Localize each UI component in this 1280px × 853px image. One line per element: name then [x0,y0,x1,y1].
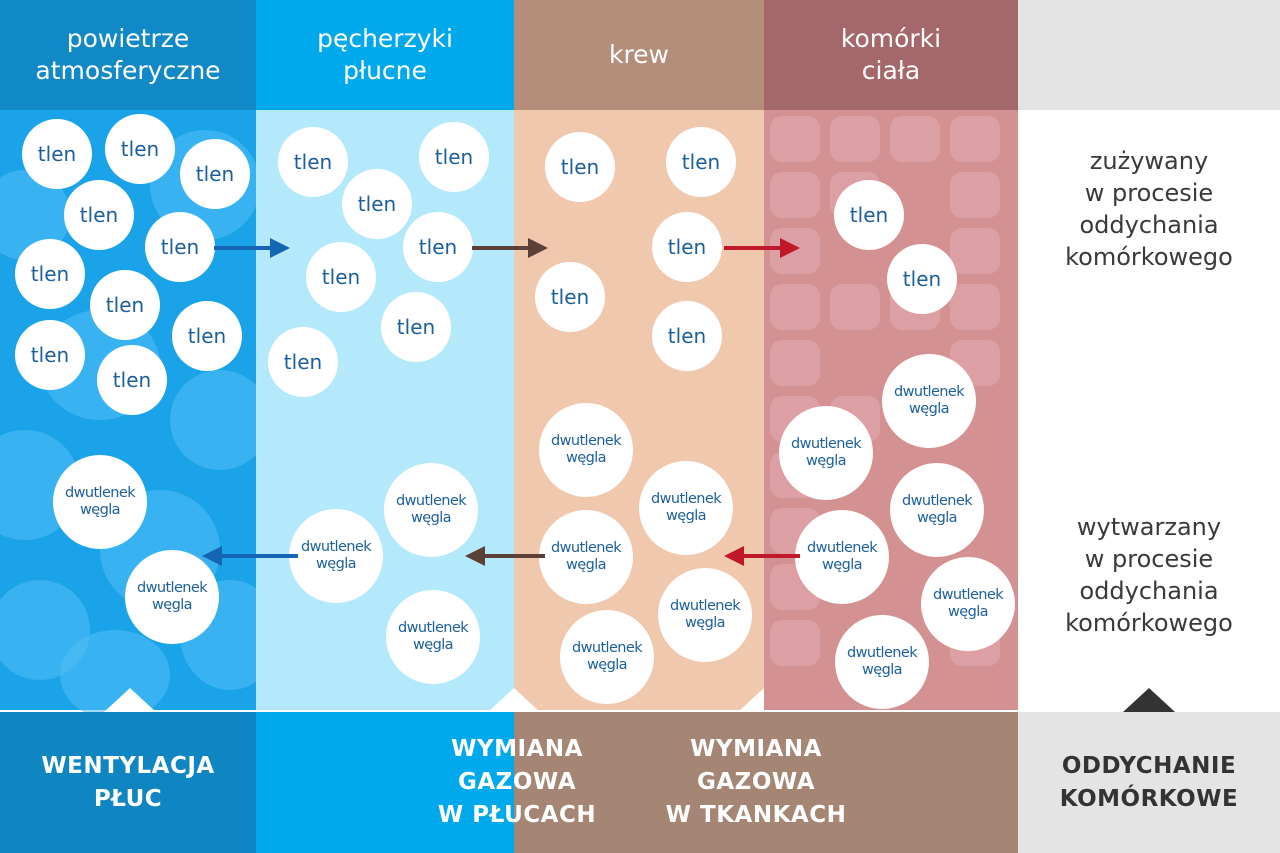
oxygen-bubble: tlen [15,239,85,309]
header-alveoli: pęcherzyki płucne [256,0,514,110]
oxygen-bubble: tlen [545,132,615,202]
column-alveoli: pęcherzyki płucne tlen tlen tlen tlen tl… [256,0,514,853]
up-triangle-marker [488,688,514,712]
carbon-dioxide-bubble: dwutlenek węgla [539,403,633,497]
oxygen-bubble: tlen [652,301,722,371]
oxygen-bubble: tlen [535,262,605,332]
header-cellular-respiration [1018,0,1280,110]
oxygen-bubble: tlen [268,327,338,397]
cell-tile [770,284,820,330]
note-oxygen-consumed: zużywany w procesie oddychania komórkowe… [1065,147,1233,271]
oxygen-bubble: tlen [834,180,904,250]
decor-bubble [170,370,256,470]
oxygen-bubble: tlen [342,169,412,239]
header-body-cells: komórki ciała [764,0,1018,110]
oxygen-bubble: tlen [403,212,473,282]
oxygen-bubble: tlen [105,114,175,184]
oxygen-bubble: tlen [172,301,242,371]
arrow-left-red-icon [724,546,800,566]
footer-gas-exchange-lungs: WYMIANA GAZOWA W PŁUCACH [437,736,597,828]
carbon-dioxide-bubble: dwutlenek węgla [882,354,976,448]
footer-gas-exchange-tissues: WYMIANA GAZOWA W TKANKACH [665,736,847,828]
oxygen-bubble: tlen [381,292,451,362]
cell-tile [950,172,1000,218]
oxygen-bubble: tlen [22,119,92,189]
cell-tile [890,116,940,162]
cell-tile [830,284,880,330]
oxygen-bubble: tlen [666,127,736,197]
oxygen-bubble: tlen [64,180,134,250]
oxygen-bubble: tlen [419,122,489,192]
carbon-dioxide-bubble: dwutlenek węgla [658,568,752,662]
column-blood: krew tlen tlen tlen tlen tlen dwutlenek … [514,0,764,853]
carbon-dioxide-bubble: dwutlenek węgla [779,406,873,500]
up-triangle-marker [514,688,540,712]
cell-tile [770,340,820,386]
carbon-dioxide-bubble: dwutlenek węgla [560,610,654,704]
up-triangle-marker [104,688,156,712]
oxygen-bubble: tlen [278,127,348,197]
arrow-left-blue-icon [202,546,298,566]
carbon-dioxide-bubble: dwutlenek węgla [539,510,633,604]
footer-cellular-respiration: ODDYCHANIE KOMÓRKOWE [1018,712,1280,853]
carbon-dioxide-bubble: dwutlenek węgla [890,463,984,557]
cell-tile [950,116,1000,162]
oxygen-bubble: tlen [90,270,160,340]
cell-tile [830,116,880,162]
carbon-dioxide-bubble: dwutlenek węgla [639,461,733,555]
carbon-dioxide-bubble: dwutlenek węgla [384,463,478,557]
arrow-left-brown-icon [465,546,545,566]
header-blood: krew [514,0,764,110]
carbon-dioxide-bubble: dwutlenek węgla [53,455,147,549]
cell-tile [770,116,820,162]
footer-lung-ventilation: WENTYLACJA PŁUC [0,712,256,853]
arrow-right-blue-icon [214,238,290,258]
up-triangle-marker [1123,688,1175,712]
arrow-right-brown-icon [472,238,548,258]
up-triangle-marker [738,688,764,712]
cell-tile [770,620,820,666]
cell-tile [950,284,1000,330]
cell-tile [770,228,820,274]
oxygen-bubble: tlen [145,212,215,282]
carbon-dioxide-bubble: dwutlenek węgla [386,590,480,684]
footer-gas-exchange-tissues-bg [514,712,1018,853]
oxygen-bubble: tlen [97,345,167,415]
column-atmospheric-air: powietrze atmosferyczne tlen tlen tlen t… [0,0,256,853]
oxygen-bubble: tlen [15,320,85,390]
note-co2-produced: wytwarzany w procesie oddychania komórko… [1065,513,1233,637]
header-atmospheric-air: powietrze atmosferyczne [0,0,256,110]
oxygen-bubble: tlen [887,244,957,314]
oxygen-bubble: tlen [652,212,722,282]
column-cellular-respiration [1018,0,1280,853]
carbon-dioxide-bubble: dwutlenek węgla [921,557,1015,651]
carbon-dioxide-bubble: dwutlenek węgla [289,509,383,603]
carbon-dioxide-bubble: dwutlenek węgla [795,510,889,604]
oxygen-bubble: tlen [180,139,250,209]
footer-gas-exchange-lungs-bg [256,712,514,853]
column-body-cells: komórki ciała tlen tlen dwutlenek węgla … [764,0,1018,853]
carbon-dioxide-bubble: dwutlenek węgla [125,550,219,644]
oxygen-bubble: tlen [306,242,376,312]
arrow-right-red-icon [724,238,800,258]
cell-tile [770,172,820,218]
body-cellular-respiration [1018,110,1280,710]
cell-tile [950,228,1000,274]
carbon-dioxide-bubble: dwutlenek węgla [835,615,929,709]
